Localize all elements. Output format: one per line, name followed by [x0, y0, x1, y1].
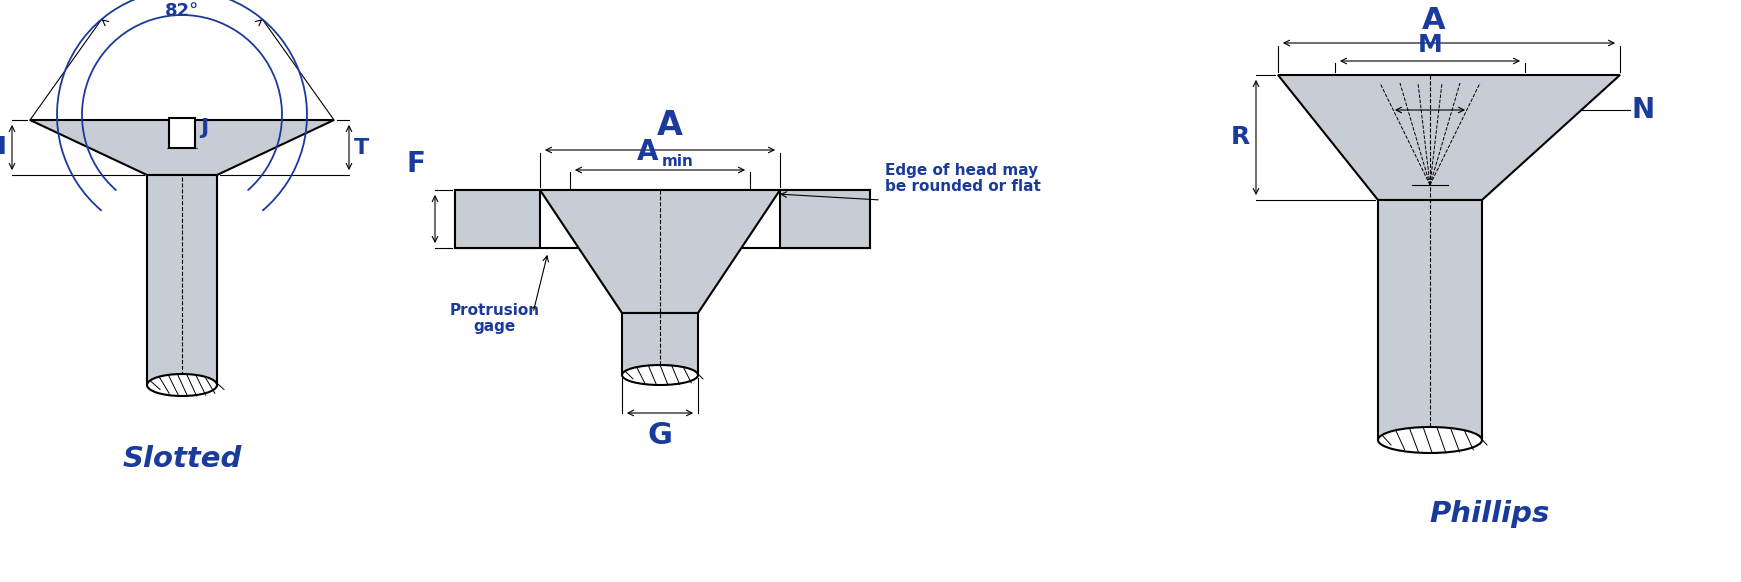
- Text: M: M: [1417, 33, 1442, 57]
- Text: Protrusion: Protrusion: [449, 303, 540, 318]
- Text: J: J: [200, 118, 209, 138]
- Text: Phillips: Phillips: [1429, 500, 1549, 528]
- Ellipse shape: [622, 365, 698, 385]
- Text: A: A: [637, 138, 658, 166]
- Text: 82°: 82°: [165, 2, 198, 20]
- Text: gage: gage: [474, 319, 515, 334]
- Ellipse shape: [146, 374, 218, 396]
- Polygon shape: [622, 313, 698, 375]
- Text: F: F: [406, 150, 425, 178]
- Text: Slotted: Slotted: [122, 445, 242, 473]
- Polygon shape: [146, 175, 218, 385]
- Text: min: min: [662, 154, 695, 169]
- Text: T: T: [353, 137, 369, 158]
- Polygon shape: [540, 190, 780, 313]
- Polygon shape: [169, 118, 195, 148]
- Polygon shape: [780, 190, 870, 248]
- Text: Edge of head may: Edge of head may: [884, 163, 1038, 178]
- Text: A: A: [656, 109, 682, 142]
- Text: R: R: [1231, 126, 1250, 150]
- Polygon shape: [30, 120, 334, 175]
- Polygon shape: [1278, 75, 1619, 200]
- Polygon shape: [454, 190, 540, 248]
- Text: G: G: [648, 421, 672, 450]
- Text: H: H: [0, 136, 7, 159]
- Text: A: A: [1422, 6, 1445, 35]
- Polygon shape: [1377, 200, 1482, 440]
- Text: N: N: [1631, 96, 1656, 124]
- Text: be rounded or flat: be rounded or flat: [884, 179, 1041, 194]
- Ellipse shape: [1377, 427, 1482, 453]
